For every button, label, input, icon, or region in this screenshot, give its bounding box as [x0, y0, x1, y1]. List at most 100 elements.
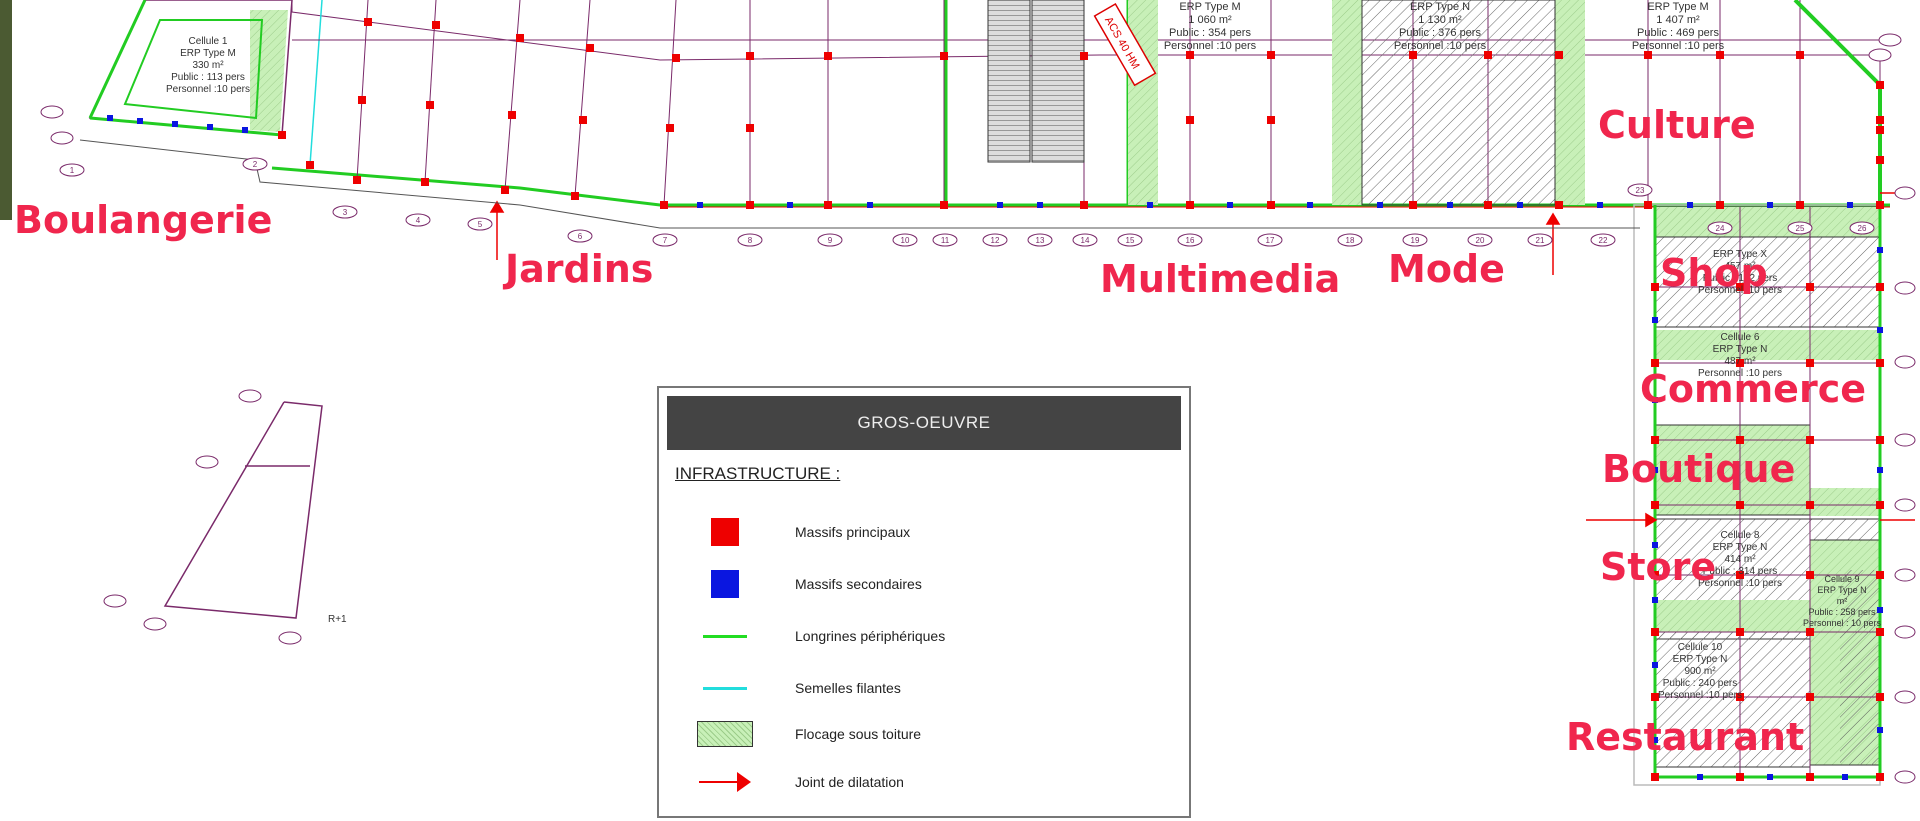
- commerce-flocage: [1655, 330, 1880, 360]
- massif-principal: [1080, 201, 1088, 209]
- svg-text:18: 18: [1346, 236, 1355, 245]
- massif-principal: [1876, 201, 1884, 209]
- red-square-icon: [711, 518, 739, 546]
- massif-principal: [746, 201, 754, 209]
- massif-secondaire: [867, 202, 873, 208]
- axis-bubble: 25: [1787, 221, 1813, 235]
- massif-principal: [353, 176, 361, 184]
- massif-principal: [1555, 51, 1563, 59]
- axis-bubble: 5: [467, 217, 493, 231]
- store-flocage: [1655, 600, 1810, 632]
- massif-principal: [746, 124, 754, 132]
- extra-axis-label: R+1: [328, 614, 347, 625]
- massif-principal: [1651, 283, 1659, 291]
- axis-bubble: [1868, 48, 1892, 62]
- svg-text:25: 25: [1796, 224, 1805, 233]
- svg-text:7: 7: [663, 236, 668, 245]
- massif-principal: [1736, 773, 1744, 781]
- massif-principal: [1806, 628, 1814, 636]
- legend-item-semelles: Semelles filantes: [695, 668, 901, 708]
- massif-principal: [571, 192, 579, 200]
- massif-principal: [1876, 773, 1884, 781]
- zone-label-culture: Culture: [1598, 103, 1756, 147]
- legend-label: Massifs principaux: [795, 524, 911, 540]
- legend-item-joint: Joint de dilatation: [695, 762, 904, 802]
- massif-secondaire: [207, 124, 213, 130]
- massif-secondaire: [1447, 202, 1453, 208]
- massif-principal: [1736, 501, 1744, 509]
- massif-principal: [1876, 116, 1884, 124]
- massif-secondaire: [1847, 202, 1853, 208]
- massif-principal: [1806, 773, 1814, 781]
- massif-principal: [1876, 436, 1884, 444]
- massif-principal: [1806, 501, 1814, 509]
- axis-bubble: [1894, 281, 1916, 295]
- axis-bubble: 8: [737, 233, 763, 247]
- flocage-mode-left: [1332, 0, 1362, 205]
- massif-principal: [1806, 693, 1814, 701]
- massif-secondaire: [1652, 542, 1658, 548]
- boutique-flocage-right: [1810, 488, 1880, 516]
- massif-secondaire: [242, 127, 248, 133]
- svg-text:12: 12: [991, 236, 1000, 245]
- axis-bubble: [1894, 355, 1916, 369]
- mode-hatched-area: [1361, 0, 1556, 206]
- massif-principal: [1484, 201, 1492, 209]
- massif-principal: [746, 52, 754, 60]
- cell-labels: Cellule 1 ERP Type M 330 m² Public : 113 pe…: [166, 1, 1882, 701]
- massif-principal: [306, 161, 314, 169]
- svg-text:14: 14: [1081, 236, 1090, 245]
- massif-secondaire: [1037, 202, 1043, 208]
- massif-principal: [1806, 283, 1814, 291]
- massif-secondaire: [1652, 597, 1658, 603]
- massif-secondaire: [1652, 317, 1658, 323]
- massif-principal: [1651, 628, 1659, 636]
- axis-bubble: 22: [1590, 233, 1616, 247]
- zone-label-mode: Mode: [1388, 247, 1505, 291]
- massif-principal: [579, 116, 587, 124]
- massif-principal: [1736, 436, 1744, 444]
- axis-bubble: 17: [1257, 233, 1283, 247]
- svg-text:19: 19: [1411, 236, 1420, 245]
- massif-secondaire: [1877, 607, 1883, 613]
- massif-principal: [1736, 571, 1744, 579]
- massif-principal: [1876, 126, 1884, 134]
- zone-label-store: Store: [1600, 545, 1716, 589]
- massif-principal: [364, 18, 372, 26]
- massif-principal: [1267, 201, 1275, 209]
- zone-label-jardins: Jardins: [502, 247, 653, 291]
- massif-secondaire: [787, 202, 793, 208]
- massifs-secondaires: [107, 115, 1883, 780]
- cyan-semelle: [309, 0, 323, 166]
- staircase-left: [987, 0, 1031, 163]
- svg-text:20: 20: [1476, 236, 1485, 245]
- massif-principal: [1876, 571, 1884, 579]
- massif-principal: [1651, 773, 1659, 781]
- axis-bubble: 6: [567, 229, 593, 243]
- shop-flocage-top: [1655, 207, 1880, 237]
- massif-secondaire: [1877, 247, 1883, 253]
- zone-label-boutique: Boutique: [1602, 447, 1795, 491]
- svg-text:23: 23: [1636, 186, 1645, 195]
- massif-secondaire: [1652, 397, 1658, 403]
- svg-text:5: 5: [478, 220, 483, 229]
- massif-secondaire: [1877, 727, 1883, 733]
- massif-principal: [516, 34, 524, 42]
- massif-principal: [426, 101, 434, 109]
- massif-principal: [1186, 116, 1194, 124]
- massif-principal: [278, 131, 286, 139]
- svg-text:24: 24: [1716, 224, 1725, 233]
- massif-principal: [1796, 201, 1804, 209]
- svg-text:10: 10: [901, 236, 910, 245]
- staircase-right: [1031, 0, 1085, 163]
- massif-principal: [1736, 283, 1744, 291]
- axis-bubble: 3: [332, 205, 358, 219]
- massif-principal: [1409, 201, 1417, 209]
- massif-secondaire: [997, 202, 1003, 208]
- legend-title: GROS-OEUVRE: [667, 396, 1181, 450]
- massif-principal: [1651, 571, 1659, 579]
- massif-principal: [1876, 628, 1884, 636]
